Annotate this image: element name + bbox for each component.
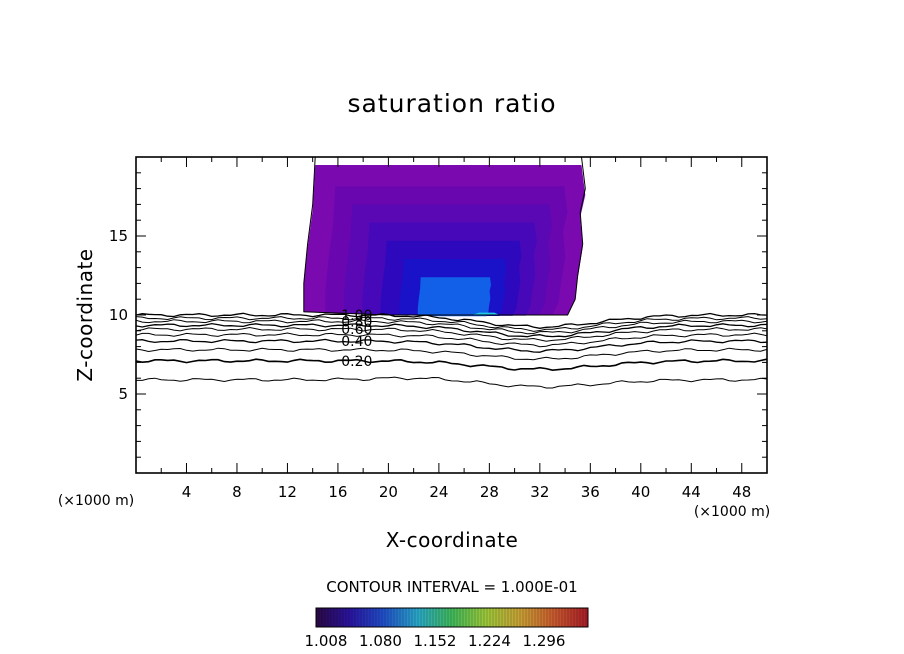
colorbar-label: 1.080 <box>359 632 402 650</box>
x-tick-label: 4 <box>182 483 192 501</box>
saturation-fill-level-8 <box>471 312 500 315</box>
contour-line-3 <box>136 319 767 335</box>
x-tick-label: 20 <box>379 483 398 501</box>
colorbar-label: 1.152 <box>414 632 457 650</box>
y-axis-unit: (×1000 m) <box>58 493 134 509</box>
x-tick-label: 28 <box>480 483 499 501</box>
y-tick-label: 10 <box>109 306 128 324</box>
contour-line-9 <box>136 358 767 372</box>
x-tick-label: 40 <box>631 483 650 501</box>
y-tick-label: 5 <box>118 385 128 403</box>
colorbar-frame <box>315 607 589 628</box>
contour-line-1 <box>136 312 767 329</box>
x-tick-label: 8 <box>232 483 242 501</box>
x-tick-label: 48 <box>732 483 751 501</box>
colorbar-label: 1.296 <box>523 632 566 650</box>
saturation-fill-level-7 <box>417 277 491 317</box>
contour-line-7 <box>136 338 767 353</box>
x-tick-label: 24 <box>429 483 448 501</box>
contour-line-5 <box>136 326 767 342</box>
colorbar-label: 1.224 <box>468 632 511 650</box>
contour-line-2 <box>136 316 767 332</box>
contour-interval-label: CONTOUR INTERVAL = 1.000E-01 <box>326 578 577 596</box>
contour-line-8 <box>136 347 767 361</box>
y-tick-label: 15 <box>109 227 128 245</box>
contour-label-1: 1.00 <box>341 308 372 324</box>
x-tick-label: 32 <box>530 483 549 501</box>
plot-area: 1.000.800.600.400.204 8 12 16 20 24 28 32 36 40 44… <box>109 156 768 501</box>
plot-content: 1.000.800.600.40 0.20 <box>136 157 767 389</box>
x-axis-label: X-coordinate <box>386 528 519 552</box>
colorbar-label: 1.008 <box>305 632 348 650</box>
x-tick-label: 44 <box>682 483 701 501</box>
contour-line-6 <box>136 332 767 348</box>
contour-label-5: 0.20 <box>341 354 372 370</box>
contour-label-2: 0.80 <box>341 314 372 330</box>
chart-title: saturation ratio <box>347 89 556 118</box>
colorbar: 1.008 1.080 1.152 1.224 1.296 <box>305 607 589 650</box>
contour-label-3: 0.60 <box>341 322 372 338</box>
saturation-boundary-1.0 <box>303 157 586 316</box>
colorbar-fill <box>316 608 588 627</box>
y-axis-label: Z-coordinate <box>73 248 97 381</box>
contour-label-4: 0.40 <box>341 334 372 350</box>
contour-line-4 <box>136 322 767 338</box>
x-axis-unit: (×1000 m) <box>694 504 770 520</box>
x-tick-label: 12 <box>278 483 297 501</box>
x-tick-label: 36 <box>581 483 600 501</box>
contour-line-10 <box>136 376 767 389</box>
x-tick-label: 16 <box>328 483 347 501</box>
